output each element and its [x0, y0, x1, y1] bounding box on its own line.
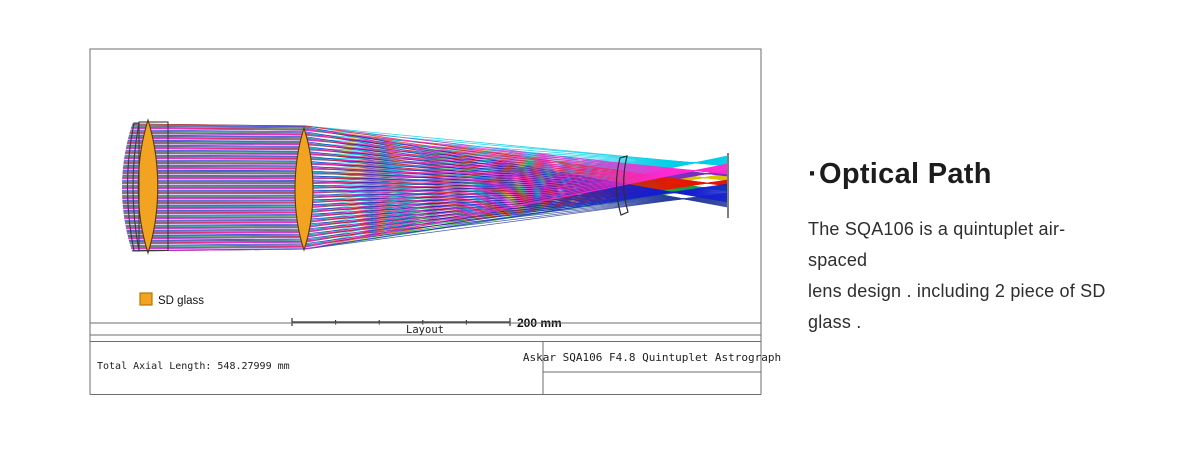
- ray-fan: [122, 123, 728, 252]
- total-axial-length-label: Total Axial Length: 548.27999 mm: [97, 361, 290, 372]
- description-line: lens design . including 2 piece of SD: [808, 281, 1106, 301]
- content-block: ·Optical Path The SQA106 is a quintuplet…: [808, 156, 1120, 338]
- lens-elements: [126, 118, 729, 255]
- ray-cyan: [131, 126, 728, 166]
- ray-magenta: [131, 163, 728, 252]
- drawing-title-label: Askar SQA106 F4.8 Quintuplet Astrograph: [523, 351, 781, 364]
- sd-glass-label: SD glass: [158, 295, 204, 307]
- lens5-flattener-outline: [615, 155, 629, 216]
- heading-text: Optical Path: [818, 158, 992, 190]
- lens4-sd-glass: [294, 126, 314, 252]
- lens3-outline: [138, 121, 169, 252]
- heading-bullet: ·: [808, 158, 818, 190]
- description-paragraph: The SQA106 is a quintuplet air-spaced le…: [808, 214, 1120, 338]
- lens2-sd-glass: [137, 118, 159, 255]
- sd-glass-legend: SD glass: [139, 292, 204, 307]
- sd-glass-swatch: [139, 292, 153, 306]
- drawing-frame: [89, 48, 762, 395]
- description-line: The SQA106 is a quintuplet air-spaced: [808, 219, 1066, 270]
- page-title: ·Optical Path: [808, 156, 1120, 192]
- description-line: glass .: [808, 312, 862, 332]
- ray-red: [131, 127, 728, 187]
- layout-label: Layout: [406, 324, 444, 336]
